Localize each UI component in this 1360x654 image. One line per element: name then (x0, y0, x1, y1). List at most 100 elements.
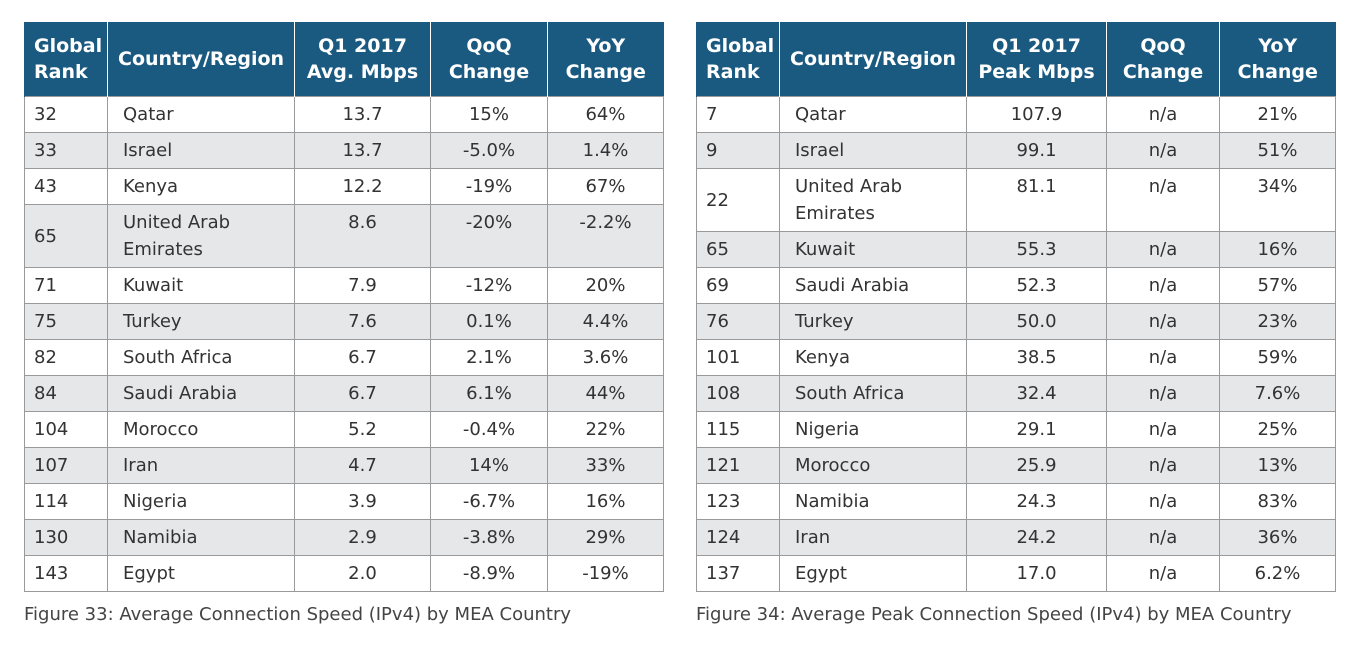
speed-cell: 6.7 (294, 339, 431, 376)
table-row: 84 Saudi Arabia 6.7 6.1% 44% (24, 375, 664, 412)
rank-cell: 76 (696, 303, 780, 340)
yoy-cell: 67% (547, 168, 664, 205)
rank-cell: 121 (696, 447, 780, 484)
qoq-cell: n/a (1106, 411, 1220, 448)
qoq-cell: 2.1% (430, 339, 548, 376)
country-cell: Kuwait (779, 231, 967, 268)
country-cell: Kenya (107, 168, 295, 205)
rank-cell: 104 (24, 411, 108, 448)
yoy-cell: 36% (1219, 519, 1336, 556)
speed-cell: 4.7 (294, 447, 431, 484)
qoq-cell: n/a (1106, 375, 1220, 412)
table-row: 71 Kuwait 7.9 -12% 20% (24, 267, 664, 304)
speed-cell: 7.9 (294, 267, 431, 304)
yoy-cell: 16% (547, 483, 664, 520)
country-cell: Saudi Arabia (107, 375, 295, 412)
country-cell: Morocco (779, 447, 967, 484)
qoq-cell: n/a (1106, 339, 1220, 376)
speed-cell: 24.3 (966, 483, 1107, 520)
table-row: 121 Morocco 25.9 n/a 13% (696, 447, 1336, 484)
header-qoq-change: QoQ Change (430, 22, 548, 97)
rank-cell: 65 (696, 231, 780, 268)
rank-cell: 130 (24, 519, 108, 556)
figure-caption: Figure 34: Average Peak Connection Speed… (696, 604, 1292, 625)
qoq-cell: -0.4% (430, 411, 548, 448)
qoq-cell: n/a (1106, 168, 1220, 232)
speed-cell: 2.0 (294, 555, 431, 592)
speed-cell: 3.9 (294, 483, 431, 520)
country-cell: Iran (107, 447, 295, 484)
speed-cell: 24.2 (966, 519, 1107, 556)
table-row: 104 Morocco 5.2 -0.4% 22% (24, 411, 664, 448)
country-cell: Namibia (107, 519, 295, 556)
speed-cell: 7.6 (294, 303, 431, 340)
table-row: 75 Turkey 7.6 0.1% 4.4% (24, 303, 664, 340)
table-row: 69 Saudi Arabia 52.3 n/a 57% (696, 267, 1336, 304)
qoq-cell: 6.1% (430, 375, 548, 412)
qoq-cell: -12% (430, 267, 548, 304)
rank-cell: 137 (696, 555, 780, 592)
yoy-cell: 6.2% (1219, 555, 1336, 592)
header-yoy-change: YoY Change (1219, 22, 1336, 97)
speed-cell: 38.5 (966, 339, 1107, 376)
speed-cell: 13.7 (294, 132, 431, 169)
speed-cell: 99.1 (966, 132, 1107, 169)
table-row: 101 Kenya 38.5 n/a 59% (696, 339, 1336, 376)
rank-cell: 123 (696, 483, 780, 520)
qoq-cell: n/a (1106, 132, 1220, 169)
rank-cell: 32 (24, 96, 108, 133)
table-row: 108 South Africa 32.4 n/a 7.6% (696, 375, 1336, 412)
speed-cell: 25.9 (966, 447, 1107, 484)
qoq-cell: n/a (1106, 267, 1220, 304)
country-cell: Iran (779, 519, 967, 556)
yoy-cell: 1.4% (547, 132, 664, 169)
table-row: 65 Kuwait 55.3 n/a 16% (696, 231, 1336, 268)
qoq-cell: -5.0% (430, 132, 548, 169)
qoq-cell: -3.8% (430, 519, 548, 556)
country-cell: Egypt (107, 555, 295, 592)
country-cell: Nigeria (107, 483, 295, 520)
qoq-cell: 0.1% (430, 303, 548, 340)
yoy-cell: -19% (547, 555, 664, 592)
country-cell: Turkey (107, 303, 295, 340)
header-qoq-change: QoQ Change (1106, 22, 1220, 97)
header-q1-2017-mbps: Q1 2017 Peak Mbps (966, 22, 1107, 97)
country-cell: South Africa (779, 375, 967, 412)
speed-cell: 81.1 (966, 168, 1107, 232)
country-cell: Egypt (779, 555, 967, 592)
table-row: 107 Iran 4.7 14% 33% (24, 447, 664, 484)
table-row: 9 Israel 99.1 n/a 51% (696, 132, 1336, 169)
table-header-row: Global Rank Country/Region Q1 2017 Peak Mb… (696, 22, 1336, 97)
yoy-cell: 83% (1219, 483, 1336, 520)
yoy-cell: 25% (1219, 411, 1336, 448)
yoy-cell: 51% (1219, 132, 1336, 169)
yoy-cell: 34% (1219, 168, 1336, 232)
rank-cell: 7 (696, 96, 780, 133)
yoy-cell: 20% (547, 267, 664, 304)
speed-cell: 2.9 (294, 519, 431, 556)
speed-cell: 52.3 (966, 267, 1107, 304)
table-row: 124 Iran 24.2 n/a 36% (696, 519, 1336, 556)
avg-speed-table: Global Rank Country/Region Q1 2017 Avg. Mb… (24, 22, 664, 592)
speed-cell: 29.1 (966, 411, 1107, 448)
country-cell: Turkey (779, 303, 967, 340)
country-cell: Kuwait (107, 267, 295, 304)
speed-cell: 107.9 (966, 96, 1107, 133)
country-cell: Qatar (107, 96, 295, 133)
header-q1-2017-mbps: Q1 2017 Avg. Mbps (294, 22, 431, 97)
rank-cell: 82 (24, 339, 108, 376)
rank-cell: 71 (24, 267, 108, 304)
yoy-cell: 44% (547, 375, 664, 412)
yoy-cell: 3.6% (547, 339, 664, 376)
rank-cell: 22 (696, 168, 780, 232)
speed-cell: 6.7 (294, 375, 431, 412)
qoq-cell: -19% (430, 168, 548, 205)
table-row: 76 Turkey 50.0 n/a 23% (696, 303, 1336, 340)
table-row: 22 United Arab Emirates 81.1 n/a 34% (696, 168, 1336, 232)
yoy-cell: 7.6% (1219, 375, 1336, 412)
rank-cell: 115 (696, 411, 780, 448)
yoy-cell: 13% (1219, 447, 1336, 484)
table-block-avg-speed: Global Rank Country/Region Q1 2017 Avg. Mb… (24, 22, 664, 625)
table-block-peak-speed: Global Rank Country/Region Q1 2017 Peak Mb… (696, 22, 1336, 625)
qoq-cell: n/a (1106, 483, 1220, 520)
